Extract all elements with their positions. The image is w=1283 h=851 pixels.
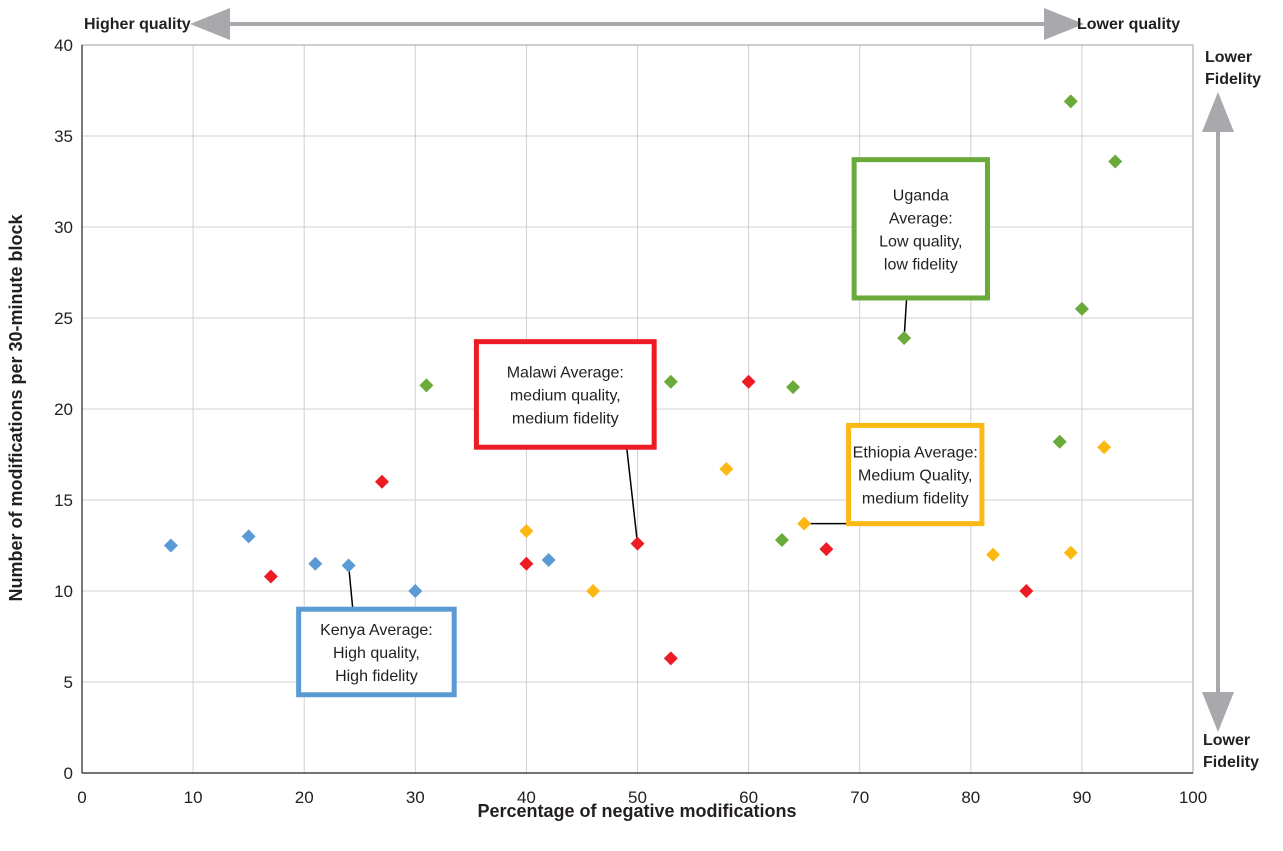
y-tick-label: 20 [54, 400, 73, 419]
x-tick-label: 30 [406, 788, 425, 807]
callout-label-line: medium fidelity [862, 491, 969, 508]
callout-label-line: High quality, [333, 645, 420, 662]
data-point-uganda [1063, 94, 1078, 109]
x-tick-label: 80 [961, 788, 980, 807]
callout-label-line: medium quality, [510, 387, 621, 404]
data-point-uganda [786, 380, 801, 395]
callout-label-line: Malawi Average: [507, 364, 624, 381]
y-tick-label: 25 [54, 309, 73, 328]
callout-label-line: Low quality, [879, 233, 962, 250]
callout-box [846, 422, 985, 527]
data-point-kenya [408, 584, 423, 598]
data-point-ethiopia [586, 584, 601, 598]
y-tick-label: 15 [54, 491, 73, 510]
data-point-kenya [341, 558, 356, 573]
data-point-uganda [419, 378, 434, 393]
data-point-ethiopia [797, 516, 812, 531]
data-point-malawi [374, 474, 389, 489]
data-point-malawi [741, 374, 756, 389]
data-point-malawi [1019, 584, 1034, 598]
callout-label-line: Uganda [893, 187, 949, 204]
x-tick-label: 70 [850, 788, 869, 807]
callout-box [296, 606, 457, 698]
lower-fidelity-top-label: Lower Fidelity [1205, 49, 1261, 88]
callout-box [851, 157, 990, 301]
data-point-uganda [1108, 154, 1123, 169]
callout-label-line: Ethiopia Average: [853, 445, 978, 462]
x-tick-label: 50 [628, 788, 647, 807]
x-tick-label: 60 [739, 788, 758, 807]
data-point-uganda [663, 374, 678, 389]
data-point-uganda [1074, 301, 1089, 316]
callout-label: Kenya Average: High quality, High fidelity [320, 622, 433, 685]
data-point-ethiopia [719, 462, 734, 477]
quality-direction-indicator: Higher quality Lower quality [84, 8, 1180, 40]
x-tick-label: 40 [517, 788, 536, 807]
average-callout: Malawi Average: medium quality, medium fid… [473, 339, 657, 544]
callout-leader-line [625, 447, 639, 544]
callout-label: Malawi Average: medium quality, medium fid… [507, 364, 624, 427]
fidelity-direction-indicator: Lower Fidelity Lower Fidelity [1202, 49, 1261, 771]
y-tick-label: 10 [54, 582, 73, 601]
data-point-ethiopia [986, 547, 1001, 562]
callout-leader-line [347, 565, 354, 610]
average-callout: Uganda Average: Low quality, low fidelity [851, 157, 990, 339]
data-point-uganda [1052, 434, 1067, 449]
data-point-kenya [163, 538, 178, 553]
data-point-malawi [819, 542, 834, 557]
data-point-uganda [897, 331, 912, 346]
data-point-uganda [774, 533, 789, 548]
x-tick-label: 90 [1072, 788, 1091, 807]
x-tick-label: 0 [77, 788, 86, 807]
data-point-malawi [519, 556, 534, 571]
data-point-malawi [263, 569, 278, 584]
axes: 0 10 20 30 40 50 60 70 80 90 100 0 5 10 15 20 25 30 35 40 [54, 36, 1207, 807]
callout-label-line: medium fidelity [512, 410, 619, 427]
average-callout: Kenya Average: High quality, High fidelity [296, 565, 457, 698]
average-callouts: Kenya Average: High quality, High fidelity… [296, 157, 990, 698]
y-axis-title: Number of modifications per 30-minute bl… [6, 213, 26, 601]
callout-label-line: low fidelity [884, 256, 958, 273]
y-tick-label: 30 [54, 218, 73, 237]
data-point-malawi [663, 651, 678, 666]
callout-label-line: Medium Quality, [858, 468, 972, 485]
data-points [163, 94, 1123, 666]
x-tick-label: 10 [184, 788, 203, 807]
callout-label: Ethiopia Average: Medium Quality, medium f… [853, 445, 978, 508]
callout-label-line: Kenya Average: [320, 622, 433, 639]
lower-fidelity-bottom-label: Lower Fidelity [1203, 732, 1259, 771]
callout-label-line: Average: [889, 210, 953, 227]
data-point-ethiopia [1097, 440, 1112, 455]
callout-label-line: High fidelity [335, 668, 418, 685]
callout-box [473, 339, 657, 450]
y-tick-label: 35 [54, 127, 73, 146]
average-callout: Ethiopia Average: Medium Quality, medium f… [804, 422, 985, 527]
lower-quality-label: Lower quality [1077, 16, 1180, 33]
y-tick-label: 40 [54, 36, 73, 55]
data-point-ethiopia [1063, 545, 1078, 560]
x-tick-label: 20 [295, 788, 314, 807]
callout-label: Uganda Average: Low quality, low fidelity [879, 187, 962, 273]
y-tick-label: 0 [64, 764, 73, 783]
data-point-kenya [308, 556, 323, 571]
higher-quality-label: Higher quality [84, 16, 191, 33]
y-tick-label: 5 [64, 673, 73, 692]
x-tick-label: 100 [1179, 788, 1207, 807]
callout-leader-line [903, 297, 908, 339]
data-point-ethiopia [519, 523, 534, 538]
x-axis-title: Percentage of negative modifications [477, 801, 796, 821]
data-point-kenya [541, 553, 556, 568]
data-point-malawi [630, 536, 645, 551]
data-point-kenya [241, 529, 256, 544]
